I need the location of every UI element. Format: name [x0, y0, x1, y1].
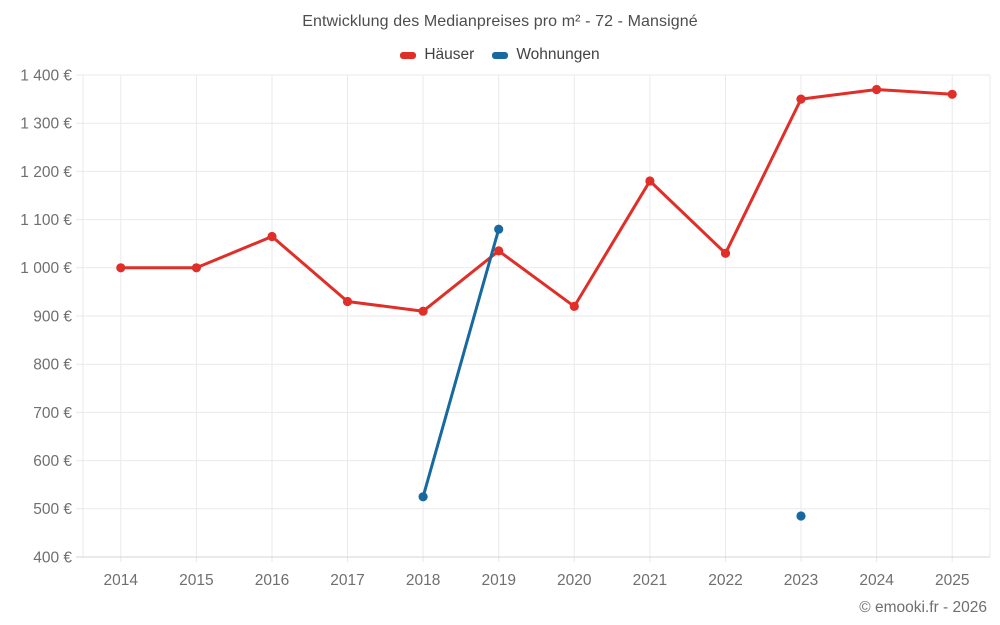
- x-tick-label: 2022: [708, 572, 742, 589]
- y-tick-label: 1 000 €: [20, 260, 72, 277]
- point-hauser-2019[interactable]: [494, 246, 504, 256]
- y-tick-label: 1 200 €: [20, 164, 72, 181]
- legend-label: Wohnungen: [516, 46, 600, 63]
- legend-swatch-icon: [400, 51, 417, 59]
- x-tick-label: 2015: [179, 572, 213, 589]
- legend-label: Häuser: [424, 46, 475, 63]
- x-tick-label: 2020: [557, 572, 592, 589]
- x-tick-label: 2016: [255, 572, 289, 589]
- legend-item-wohnungen[interactable]: Wohnungen: [492, 46, 600, 64]
- y-tick-label: 400 €: [33, 549, 72, 566]
- point-wohnungen-2019[interactable]: [494, 224, 504, 234]
- credit-link[interactable]: © emooki.fr - 2026: [859, 599, 987, 616]
- point-hauser-2015[interactable]: [191, 263, 201, 273]
- x-tick-label: 2023: [784, 572, 818, 589]
- chart-title: Entwicklung des Medianpreises pro m² - 7…: [302, 13, 698, 30]
- point-wohnungen-2018[interactable]: [418, 492, 428, 502]
- y-tick-label: 1 400 €: [20, 67, 72, 84]
- x-tick-label: 2018: [406, 572, 440, 589]
- series-line-wohnungen: [423, 229, 801, 516]
- point-hauser-2018[interactable]: [418, 306, 428, 316]
- y-tick-label: 800 €: [33, 357, 72, 374]
- point-hauser-2020[interactable]: [569, 301, 579, 311]
- point-hauser-2023[interactable]: [796, 94, 806, 104]
- point-hauser-2024[interactable]: [872, 84, 882, 95]
- point-wohnungen-2023[interactable]: [796, 511, 806, 521]
- y-tick-label: 1 300 €: [20, 116, 72, 133]
- point-hauser-2014[interactable]: [116, 263, 126, 273]
- point-hauser-2025[interactable]: [947, 89, 957, 99]
- chart-legend: Häuser Wohnungen: [0, 44, 1000, 66]
- point-hauser-2017[interactable]: [342, 296, 353, 307]
- x-tick-label: 2014: [104, 572, 139, 589]
- y-tick-label: 900 €: [33, 308, 72, 325]
- x-tick-label: 2021: [633, 572, 667, 589]
- point-hauser-2021[interactable]: [645, 176, 655, 186]
- legend-swatch-icon: [492, 51, 509, 59]
- x-tick-label: 2019: [481, 572, 515, 589]
- x-tick-label: 2017: [330, 572, 364, 589]
- y-tick-label: 600 €: [33, 453, 72, 470]
- y-tick-label: 700 €: [33, 405, 72, 422]
- y-tick-label: 1 100 €: [20, 212, 72, 229]
- point-hauser-2016[interactable]: [267, 231, 277, 242]
- legend-item-hauser[interactable]: Häuser: [400, 46, 474, 64]
- point-hauser-2022[interactable]: [720, 248, 731, 258]
- y-tick-label: 500 €: [33, 501, 72, 518]
- x-tick-label: 2024: [859, 572, 894, 589]
- x-tick-label: 2025: [935, 572, 969, 589]
- series-line-hauser: [119, 88, 954, 313]
